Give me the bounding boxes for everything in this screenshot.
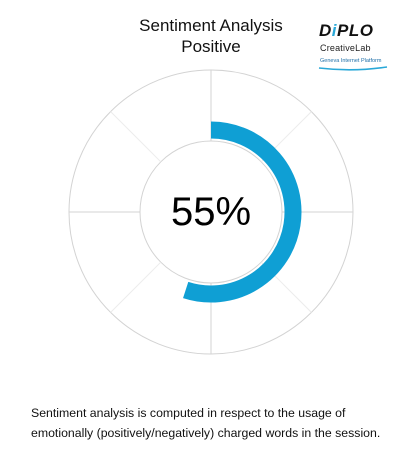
chart-grid [68, 69, 354, 355]
logo-wordmark: DiPLO [319, 22, 373, 40]
logo-swoosh-icon [318, 66, 388, 71]
grid-line-diagonal-4 [110, 111, 162, 163]
methodology-footnote: Sentiment analysis is computed in respec… [31, 406, 381, 440]
logo-wordmark-prefix: D [319, 21, 332, 40]
logo-wordmark-suffix: PLO [337, 21, 374, 40]
logo-wordmark-accent: i [331, 21, 338, 40]
diplo-creativelab-logo: DiPLO CreativeLab Geneva Internet Platfo… [318, 22, 388, 74]
logo-platform-name: Geneva Internet Platform [320, 58, 382, 64]
grid-line-diagonal-3 [110, 261, 162, 313]
chart-title-block: Sentiment Analysis Positive [0, 15, 400, 57]
chart-subtitle: Positive [181, 37, 241, 56]
sentiment-percentage: 55% [171, 190, 251, 234]
logo-subtitle: CreativeLab [320, 43, 371, 53]
sentiment-progress-arc [183, 121, 302, 303]
chart-title: Sentiment Analysis [139, 16, 283, 35]
